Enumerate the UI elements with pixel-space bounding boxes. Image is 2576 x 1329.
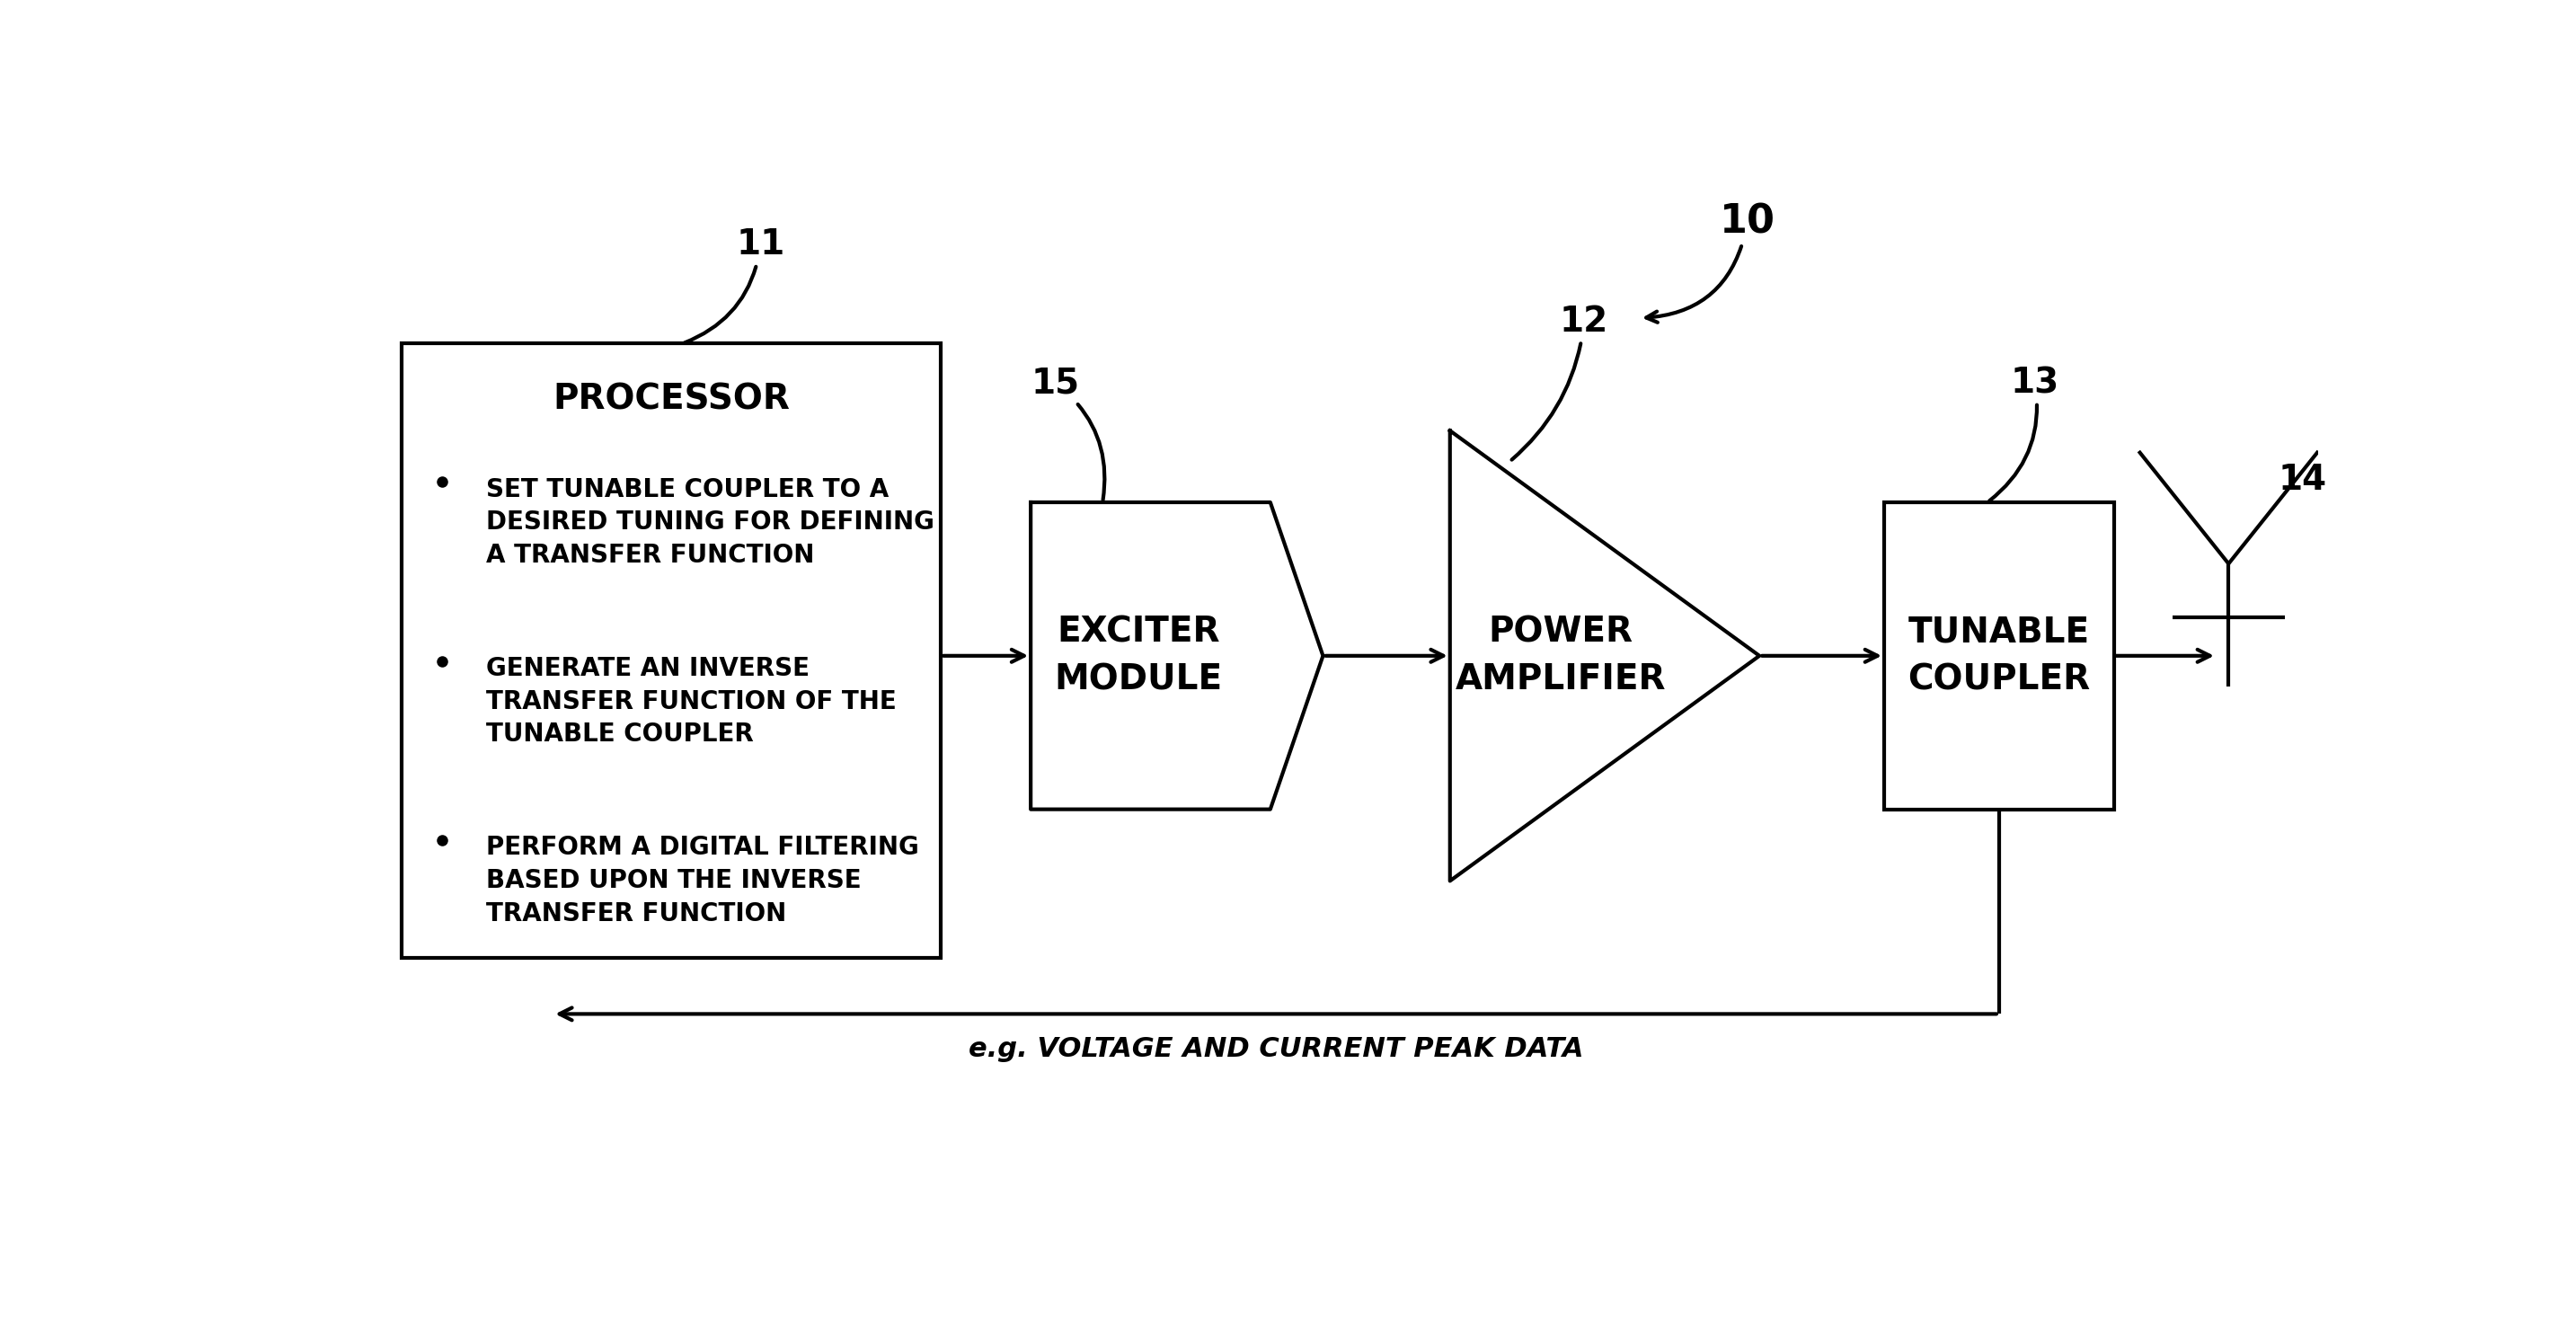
Text: PERFORM A DIGITAL FILTERING
BASED UPON THE INVERSE
TRANSFER FUNCTION: PERFORM A DIGITAL FILTERING BASED UPON T… bbox=[487, 835, 920, 926]
Text: 11: 11 bbox=[685, 227, 786, 343]
Text: e.g. VOLTAGE AND CURRENT PEAK DATA: e.g. VOLTAGE AND CURRENT PEAK DATA bbox=[969, 1037, 1584, 1062]
Bar bbox=[402, 344, 940, 958]
Text: 13: 13 bbox=[1989, 365, 2058, 501]
Text: 10: 10 bbox=[1646, 203, 1775, 323]
Text: 15: 15 bbox=[1030, 365, 1105, 500]
Polygon shape bbox=[1030, 502, 1324, 809]
Bar bbox=[1883, 502, 2115, 809]
Text: 12: 12 bbox=[1512, 304, 1607, 460]
Text: GENERATE AN INVERSE
TRANSFER FUNCTION OF THE
TUNABLE COUPLER: GENERATE AN INVERSE TRANSFER FUNCTION OF… bbox=[487, 655, 896, 747]
Text: POWER
AMPLIFIER: POWER AMPLIFIER bbox=[1455, 615, 1667, 696]
Text: EXCITER
MODULE: EXCITER MODULE bbox=[1054, 615, 1224, 696]
Text: PROCESSOR: PROCESSOR bbox=[554, 383, 791, 417]
Text: SET TUNABLE COUPLER TO A
DESIRED TUNING FOR DEFINING
A TRANSFER FUNCTION: SET TUNABLE COUPLER TO A DESIRED TUNING … bbox=[487, 477, 935, 567]
Polygon shape bbox=[1450, 431, 1759, 881]
Text: TUNABLE
COUPLER: TUNABLE COUPLER bbox=[1909, 615, 2089, 696]
Text: 14: 14 bbox=[2277, 462, 2326, 497]
